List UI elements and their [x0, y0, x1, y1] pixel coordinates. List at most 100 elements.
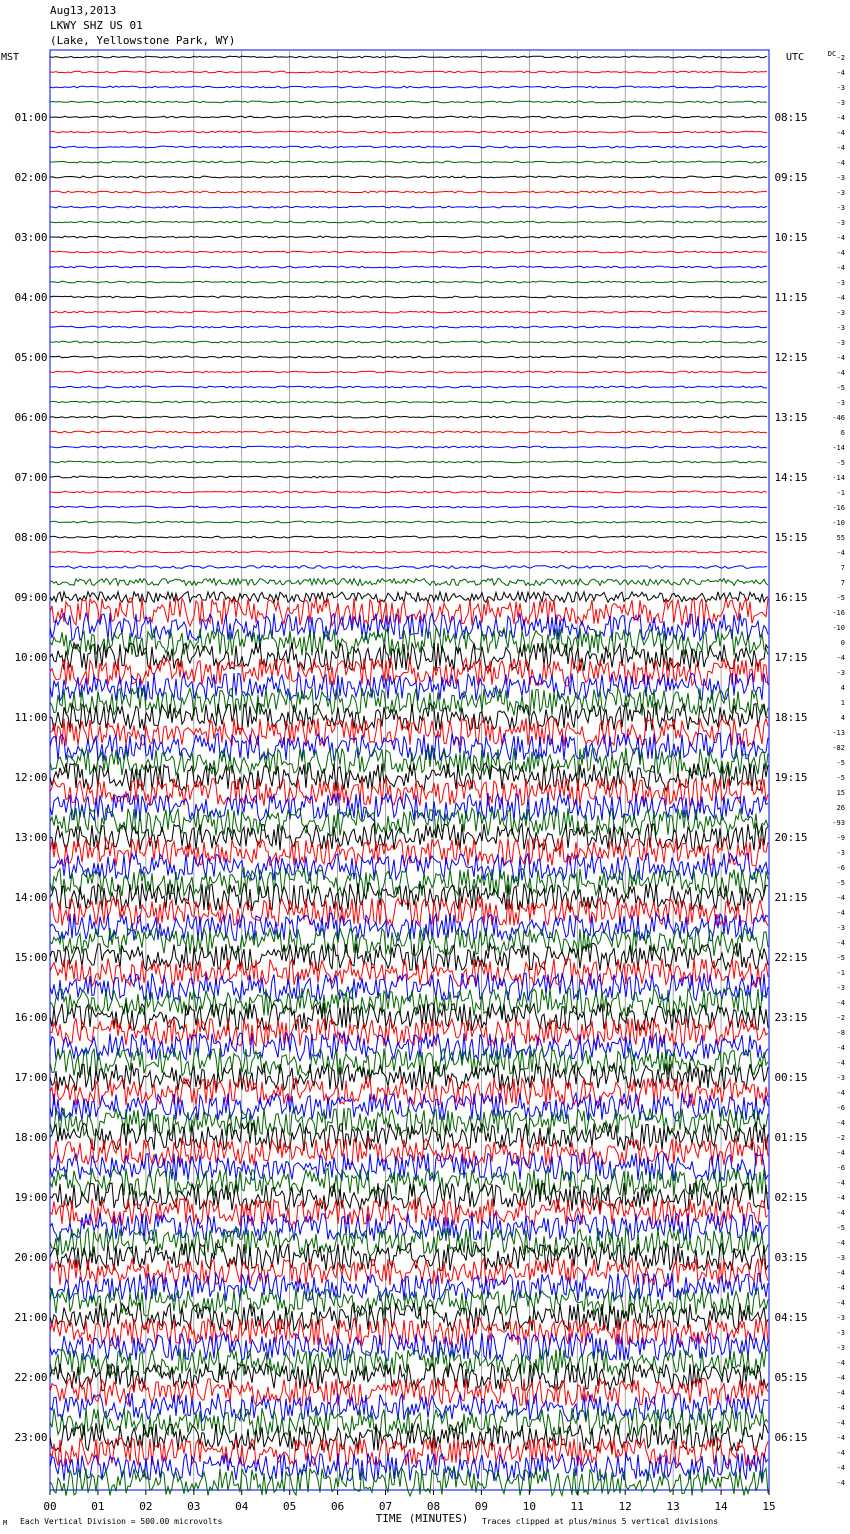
mst-label: MST [1, 52, 19, 63]
utc-hour-label: 03:15 [774, 1251, 807, 1264]
dc-offset-label: -4 [837, 249, 845, 257]
x-tick-label: 13 [667, 1500, 680, 1513]
trace-line [50, 235, 768, 239]
dc-offset-label: -5 [837, 954, 845, 962]
x-tick-label: 01 [91, 1500, 104, 1513]
dc-offset-label: 7 [841, 579, 845, 587]
trace-line [49, 716, 769, 748]
dc-offset-label: -14 [832, 474, 845, 482]
mst-hour-label: 12:00 [14, 771, 47, 784]
trace-line [50, 160, 768, 164]
utc-label: UTC [786, 52, 804, 63]
dc-offset-label: -4 [837, 1284, 845, 1292]
trace-line [49, 1226, 769, 1258]
dc-offset-label: -4 [837, 1239, 845, 1247]
trace-line [49, 732, 769, 763]
dc-offset-label: -3 [837, 399, 845, 407]
dc-offset-label: -4 [837, 999, 845, 1007]
x-tick-label: 03 [187, 1500, 200, 1513]
dc-offset-label: -9 [837, 834, 845, 842]
mst-hour-label: 13:00 [14, 831, 47, 844]
mst-hour-label: 04:00 [14, 291, 47, 304]
trace-line [49, 310, 768, 314]
trace-line [49, 130, 768, 134]
dc-offset-label: -4 [837, 1059, 845, 1067]
trace-line [49, 190, 768, 194]
trace-line [49, 505, 768, 509]
dc-offset-label: -4 [837, 1479, 845, 1487]
trace-line [49, 1181, 769, 1213]
dc-offset-label: -4 [837, 114, 845, 122]
mst-hour-label: 08:00 [14, 531, 47, 544]
trace-line [49, 115, 768, 119]
dc-offset-label: -4 [837, 1359, 845, 1367]
dc-offset-label: -4 [837, 1179, 845, 1187]
dc-offset-label: -93 [832, 819, 845, 827]
trace-line [49, 250, 768, 254]
dc-offset-label: -4 [837, 939, 845, 947]
dc-offset-label: -4 [837, 144, 845, 152]
trace-line [49, 596, 769, 628]
dc-offset-label: -5 [837, 594, 845, 602]
x-tick-label: 08 [427, 1500, 440, 1513]
trace-line [49, 926, 769, 957]
trace-line [49, 340, 768, 344]
trace-line [50, 445, 768, 449]
trace-line [49, 806, 769, 837]
mst-hour-label: 02:00 [14, 171, 47, 184]
location-label: (Lake, Yellowstone Park, WY) [50, 34, 236, 47]
utc-hour-label: 11:15 [774, 291, 807, 304]
dc-offset-label: -3 [837, 849, 845, 857]
trace-line [49, 1331, 769, 1363]
dc-offset-label: -5 [837, 459, 845, 467]
dc-offset-label: -3 [837, 174, 845, 182]
x-tick-label: 06 [331, 1500, 344, 1513]
trace-line [49, 370, 768, 374]
trace-line [49, 1046, 769, 1078]
utc-hour-label: 18:15 [774, 711, 807, 724]
trace-line [49, 55, 768, 59]
trace-line [49, 1001, 769, 1033]
plot-frame [49, 49, 770, 1491]
mst-hour-label: 21:00 [14, 1311, 47, 1324]
utc-hour-label: 23:15 [774, 1011, 807, 1024]
trace-line [49, 385, 767, 389]
utc-hour-label: 12:15 [774, 351, 807, 364]
dc-offset-label: -4 [837, 159, 845, 167]
mst-hour-label: 03:00 [14, 231, 47, 244]
trace-line [49, 1376, 769, 1408]
trace-line [49, 1346, 769, 1378]
dc-offset-label: -3 [837, 204, 845, 212]
mst-hour-label: 07:00 [14, 471, 47, 484]
dc-offset-label: -5 [837, 384, 845, 392]
trace-line [50, 205, 768, 209]
dc-offset-label: -3 [837, 279, 845, 287]
utc-hour-label: 20:15 [774, 831, 807, 844]
dc-offset-label: -3 [837, 1344, 845, 1352]
trace-line [49, 145, 768, 149]
utc-hour-label: 08:15 [774, 111, 807, 124]
utc-hour-label: 05:15 [774, 1371, 807, 1384]
dc-offset-label: -4 [837, 1434, 845, 1442]
mst-hour-label: 23:00 [14, 1431, 47, 1444]
utc-hour-label: 06:15 [774, 1431, 807, 1444]
dc-offset-label: -3 [837, 984, 845, 992]
x-tick-label: 10 [523, 1500, 536, 1513]
mst-hour-label: 11:00 [14, 711, 47, 724]
trace-line [49, 1451, 769, 1483]
dc-offset-label: -3 [837, 1254, 845, 1262]
dc-offset-label: -5 [837, 774, 845, 782]
utc-hour-label: 00:15 [774, 1071, 807, 1084]
dc-offset-label: -4 [837, 1149, 845, 1157]
dc-offset-label: -3 [837, 669, 845, 677]
x-tick-label: 09 [475, 1500, 488, 1513]
dc-offset-label: -4 [837, 549, 845, 557]
utc-hour-label: 17:15 [774, 651, 807, 664]
dc-offset-label: -4 [837, 1299, 845, 1307]
trace-line [49, 1317, 769, 1348]
dc-offset-label: -4 [837, 264, 845, 272]
trace-line [49, 896, 769, 928]
trace-line [49, 100, 768, 104]
trace-line [49, 295, 768, 299]
